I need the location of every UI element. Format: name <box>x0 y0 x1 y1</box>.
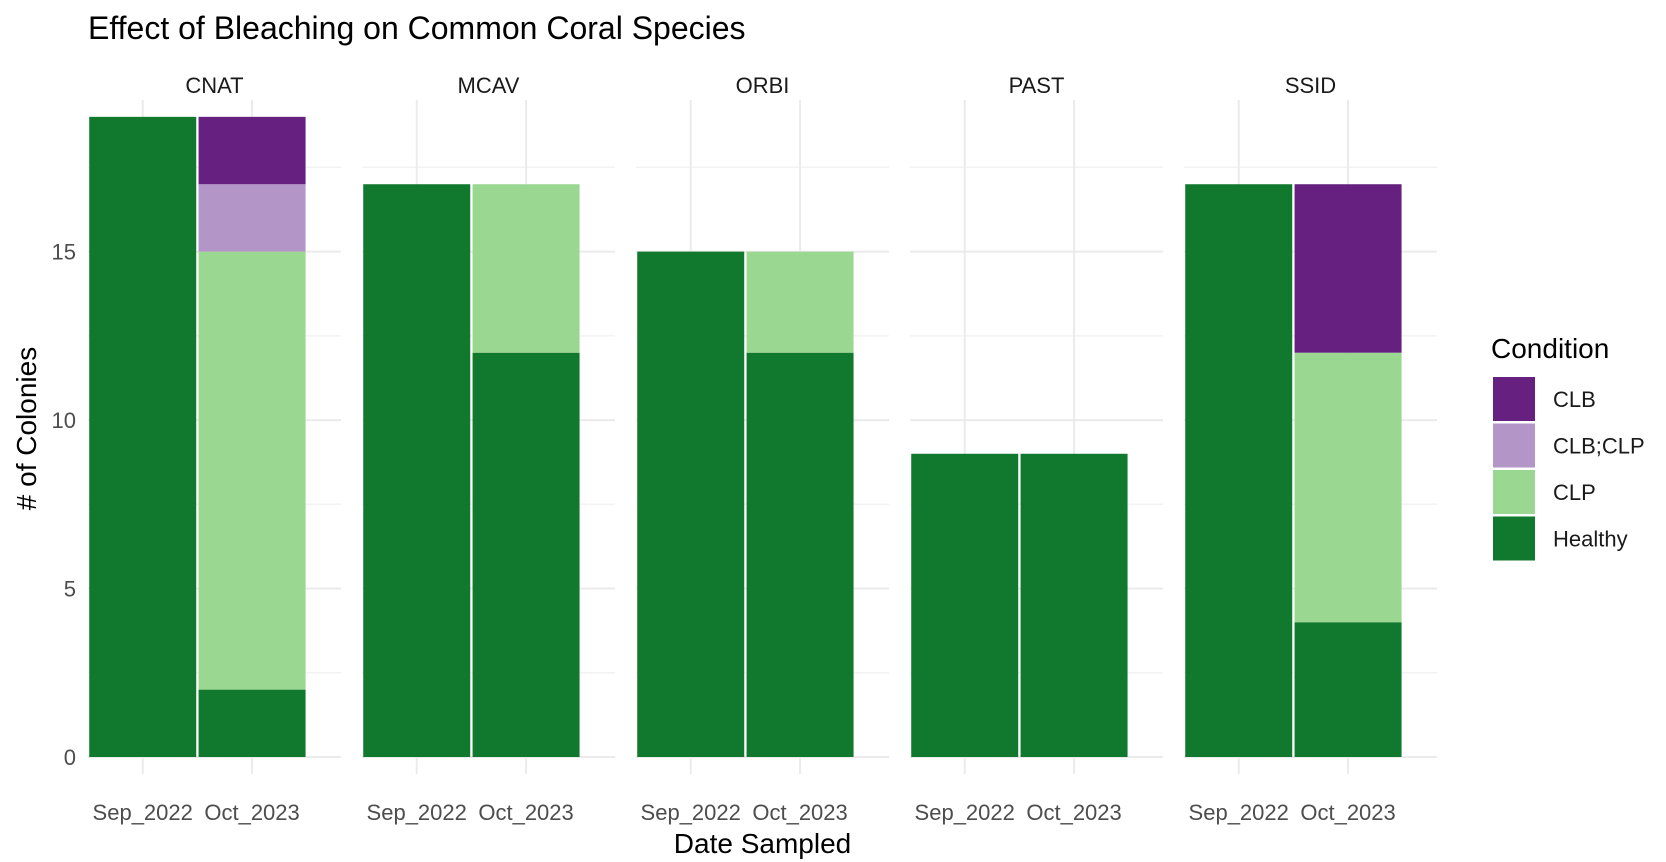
x-tick-label: Oct_2023 <box>204 800 299 825</box>
legend-label-healthy: Healthy <box>1553 527 1628 552</box>
x-tick-label: Oct_2023 <box>1026 800 1121 825</box>
facet-label-past: PAST <box>1009 73 1065 98</box>
legend-swatch-clp <box>1493 470 1535 514</box>
legend-title: Condition <box>1491 333 1609 364</box>
legend-swatch-clb <box>1493 377 1535 421</box>
legend-label-clb-clp: CLB;CLP <box>1553 434 1645 459</box>
bar-past-sep_2022-healthy <box>911 453 1019 757</box>
bar-orbi-sep_2022-healthy <box>637 251 745 757</box>
bar-ssid-oct_2023-clp <box>1294 352 1402 623</box>
facet-label-ssid: SSID <box>1285 73 1336 98</box>
x-tick-label: Sep_2022 <box>641 800 741 825</box>
bar-cnat-oct_2023-healthy <box>198 689 306 757</box>
bar-ssid-sep_2022-healthy <box>1185 184 1293 757</box>
x-tick-label: Oct_2023 <box>478 800 573 825</box>
facet-label-cnat: CNAT <box>185 73 243 98</box>
bar-orbi-oct_2023-healthy <box>746 352 854 757</box>
x-axis-title: Date Sampled <box>674 828 851 859</box>
bar-cnat-oct_2023-clb-clp <box>198 184 306 252</box>
y-axis-title: # of Colonies <box>11 347 42 510</box>
y-tick-label: 5 <box>64 577 76 602</box>
legend-swatch-healthy <box>1493 516 1535 561</box>
facet-label-orbi: ORBI <box>736 73 790 98</box>
bar-mcav-sep_2022-healthy <box>363 184 471 757</box>
bar-past-oct_2023-healthy <box>1020 453 1128 757</box>
x-tick-label: Sep_2022 <box>93 800 193 825</box>
bar-cnat-sep_2022-healthy <box>89 116 197 758</box>
bar-ssid-oct_2023-healthy <box>1294 622 1402 757</box>
x-tick-label: Sep_2022 <box>1189 800 1289 825</box>
plot-area: Sep_2022 Oct_2023 CNAT Sep_2022 Oct_2023 MCAV… <box>52 73 1437 825</box>
legend-label-clp: CLP <box>1553 480 1596 505</box>
legend-swatch-clb-clp <box>1493 423 1535 468</box>
bar-ssid-oct_2023-clb <box>1294 184 1402 353</box>
chart-title: Effect of Bleaching on Common Coral Spec… <box>88 10 746 46</box>
bar-mcav-oct_2023-clp <box>472 184 580 353</box>
x-tick-label: Oct_2023 <box>752 800 847 825</box>
y-tick-label: 15 <box>52 240 76 265</box>
x-tick-label: Sep_2022 <box>915 800 1015 825</box>
facet-label-mcav: MCAV <box>458 73 520 98</box>
bar-cnat-oct_2023-clb <box>198 116 306 185</box>
y-tick-label: 10 <box>52 408 76 433</box>
legend: Condition CLB CLB;CLP CLP Healthy <box>1491 333 1645 561</box>
y-tick-label: 0 <box>64 745 76 770</box>
x-tick-label: Sep_2022 <box>367 800 467 825</box>
bar-mcav-oct_2023-healthy <box>472 352 580 757</box>
x-tick-label: Oct_2023 <box>1300 800 1395 825</box>
legend-label-clb: CLB <box>1553 387 1596 412</box>
bar-orbi-oct_2023-clp <box>746 251 854 353</box>
bar-cnat-oct_2023-clp <box>198 251 306 690</box>
